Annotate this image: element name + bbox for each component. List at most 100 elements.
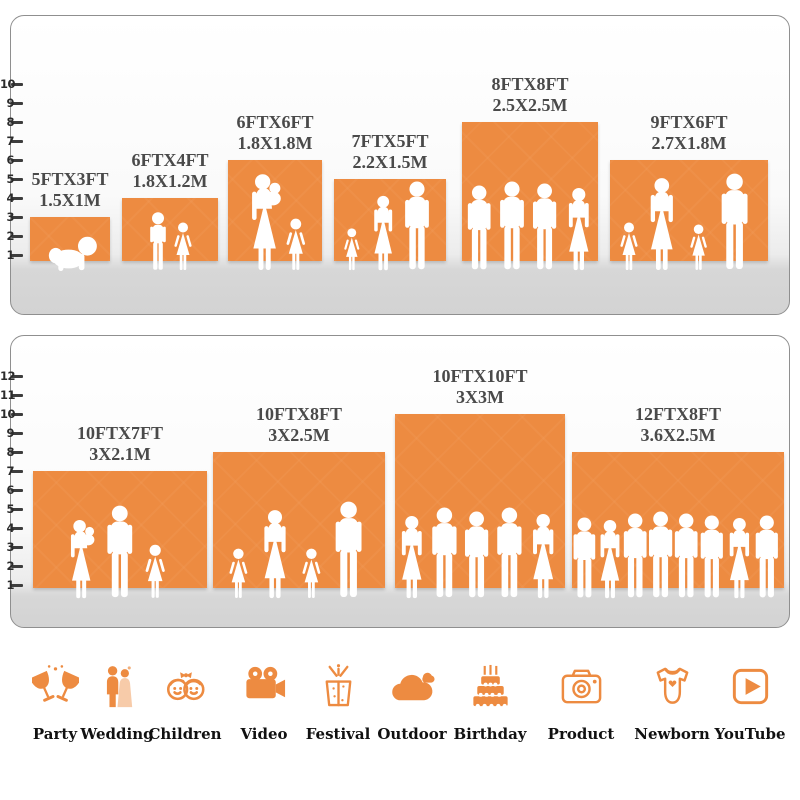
people-silhouette-girl [173,221,193,271]
people-silhouette-crawling-baby [45,235,99,271]
axis-tick-label: 2 [6,559,14,573]
backdrop-size-m: 3X3M [456,387,504,407]
newborn-icon [649,663,696,715]
backdrop-bar [122,198,218,261]
axis-tick-label: 3 [6,540,14,554]
axis-tick-label: 1 [6,578,14,592]
backdrop-bar [572,452,784,588]
axis-tick [11,393,23,397]
backdrop-size-ft: 12FTX8FT [634,404,721,424]
backdrop-size-label: 7FTX5FT 2.2X1.5M [310,131,470,173]
people-silhouette-girl [228,547,249,599]
backdrop-size-ft: 7FTX5FT [351,131,429,151]
product-icon [558,663,605,715]
people-silhouette-woman-holding-baby [66,519,98,599]
axis-tick [11,101,23,105]
people-silhouette-woman [643,177,681,271]
people-silhouette-woman [594,519,626,599]
backdrop-size-ft: 10FTX7FT [76,423,163,443]
axis-tick-label: 7 [6,464,14,478]
axis-tick [11,526,23,530]
people-silhouette-man [643,511,678,599]
axis-tick-label: 6 [6,483,14,497]
people-silhouette-woman-holding-baby [246,173,285,271]
backdrop-size-label: 5FTX3FT 1.5X1M [0,169,150,211]
people-silhouette-woman [395,515,429,599]
backdrop-size-m: 1.8X1.8M [237,133,313,153]
backdrop-size-m: 3X2.5M [268,425,330,445]
axis-tick [11,177,23,181]
backdrop-size-m: 3.6X2.5M [640,425,716,445]
category-label: Festival [305,725,371,743]
axis-tick [11,412,23,416]
youtube-icon [727,663,774,715]
people-silhouette-man [459,511,494,599]
backdrop-size-label: 6FTX4FT 1.8X1.2M [90,150,250,192]
axis-tick-label: 11 [0,388,16,402]
people-silhouette-man [494,181,530,271]
axis-tick [11,431,23,435]
axis-tick-label: 10 [0,407,16,421]
backdrop-size-m: 1.5X1M [39,190,101,210]
axis-tick [11,469,23,473]
people-silhouette-man [750,515,784,599]
axis-tick-label: 3 [6,210,14,224]
people-silhouette-woman [562,187,596,271]
axis-tick [11,234,23,238]
people-silhouette-woman [526,513,560,599]
axis-tick [11,120,23,124]
backdrop-size-m: 2.2X1.5M [352,152,428,172]
axis-tick-label: 4 [6,191,14,205]
backdrop-size-ft: 9FTX6FT [650,112,728,132]
axis-tick [11,158,23,162]
people-silhouette-man [669,513,703,599]
axis-tick-label: 10 [0,77,16,91]
people-silhouette-man [426,507,463,599]
axis-tick [11,545,23,549]
people-silhouette-man [462,185,496,271]
backdrop-bar [228,160,322,261]
people-silhouette-man [101,505,139,599]
backdrop-size-label: 6FTX6FT 1.8X1.8M [195,112,355,154]
backdrop-size-label: 10FTX10FT 3X3M [400,366,560,408]
axis-tick-label: 8 [6,115,14,129]
people-silhouette-girl [144,543,166,599]
category-label: Children [148,725,222,743]
axis-tick [11,374,23,378]
people-silhouette-woman [368,195,398,271]
party-icon [29,663,81,715]
axis-tick-label: 4 [6,521,14,535]
axis-tick-label: 9 [6,96,14,110]
backdrop-size-ft: 10FTX8FT [255,404,342,424]
axis-tick-label: 9 [6,426,14,440]
backdrop-size-m: 2.7X1.8M [651,133,727,153]
people-silhouette-girl [343,227,361,271]
axis-tick [11,488,23,492]
axis-tick-label: 5 [6,502,14,516]
category-label: Birthday [453,725,527,743]
backdrop-size-m: 2.5X2.5M [492,95,568,115]
axis-tick [11,253,23,257]
children-icon [162,663,209,715]
people-silhouette-man [399,181,435,271]
backdrop-size-label: 10FTX7FT 3X2.1M [40,423,200,465]
axis-tick-label: 6 [6,153,14,167]
axis-tick [11,564,23,568]
axis-tick [11,82,23,86]
axis-tick [11,450,23,454]
people-silhouette-man [695,515,729,599]
axis-tick-label: 1 [6,248,14,262]
backdrop-size-ft: 6FTX4FT [131,150,209,170]
outdoor-icon [389,663,436,715]
people-silhouette-man [715,173,754,271]
axis-tick-label: 8 [6,445,14,459]
people-silhouette-man [568,517,601,599]
backdrop-size-label: 12FTX8FT 3.6X2.5M [598,404,758,446]
category-label: Newborn [634,725,710,743]
people-silhouette-boy [146,211,170,271]
axis-tick [11,507,23,511]
people-silhouette-man [491,507,528,599]
axis-tick-label: 5 [6,172,14,186]
video-icon [241,663,288,715]
